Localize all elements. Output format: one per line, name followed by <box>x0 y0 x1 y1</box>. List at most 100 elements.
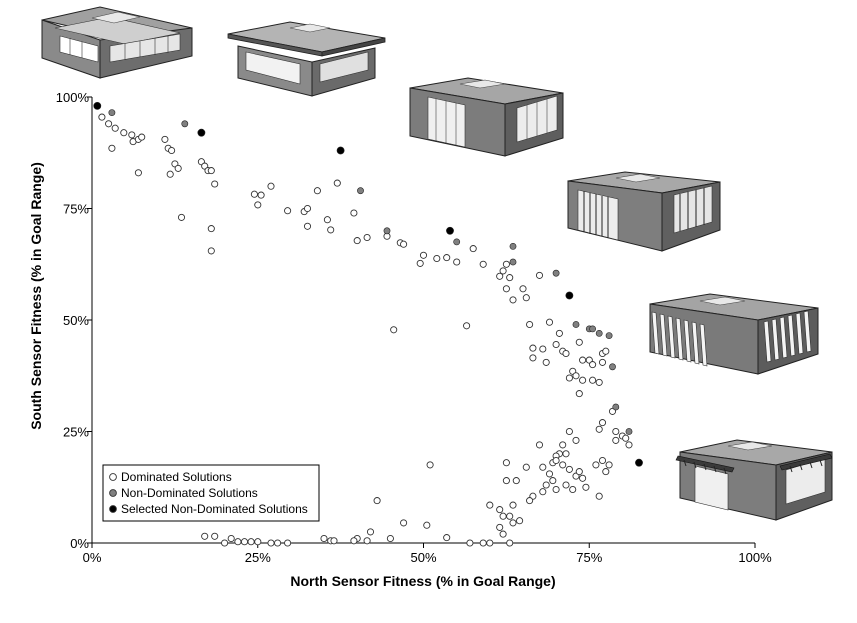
data-point <box>138 133 146 141</box>
data-point <box>463 322 471 330</box>
data-point <box>609 363 616 371</box>
data-point <box>516 517 524 525</box>
data-point <box>234 538 242 546</box>
data-point <box>323 216 331 224</box>
data-point <box>592 461 600 469</box>
data-point <box>400 240 408 248</box>
data-point <box>446 226 454 235</box>
data-point <box>416 259 424 267</box>
ticks: 0% 25% 50% 75% 100% 0% 25% 50% 75% 100% <box>56 90 772 565</box>
data-point <box>506 539 514 547</box>
data-point <box>284 207 292 215</box>
data-point <box>526 320 534 329</box>
data-point <box>612 427 620 436</box>
data-point <box>555 329 563 337</box>
data-point <box>469 245 477 253</box>
data-point <box>579 356 587 364</box>
data-point <box>207 247 215 255</box>
building-illustration-3 <box>409 77 564 157</box>
data-point <box>598 456 607 465</box>
data-point <box>357 187 364 195</box>
legend: Dominated Solutions Non-Dominated Solutio… <box>102 464 320 522</box>
data-point <box>363 537 371 545</box>
data-point <box>247 538 255 546</box>
data-point <box>509 296 517 304</box>
y-tick-label: 75% <box>63 202 89 217</box>
data-point <box>221 539 229 547</box>
data-point <box>559 461 567 469</box>
data-point <box>466 539 474 547</box>
data-point <box>519 285 527 293</box>
legend-label: Selected Non-Dominated Solutions <box>121 502 308 516</box>
data-point <box>496 523 504 531</box>
x-axis-title: North Sensor Fitness (% in Goal Range) <box>290 573 555 589</box>
data-point <box>542 358 550 366</box>
data-point <box>453 238 461 246</box>
data-point <box>313 187 321 195</box>
data-point <box>589 376 597 384</box>
data-point <box>612 403 620 411</box>
data-point <box>166 170 174 178</box>
data-point <box>211 532 219 540</box>
data-point <box>197 128 206 137</box>
data-point <box>161 135 169 143</box>
y-axis-title: South Sensor Fitness (% in Goal Range) <box>28 162 44 430</box>
data-point <box>509 242 517 250</box>
data-point <box>227 534 235 543</box>
data-point <box>181 120 189 128</box>
data-point <box>552 485 560 494</box>
data-point <box>383 227 391 235</box>
data-point <box>207 167 215 175</box>
series-1 <box>98 113 633 547</box>
data-point <box>595 378 603 386</box>
data-point <box>535 271 544 279</box>
x-tick-label: 25% <box>245 550 271 565</box>
data-point <box>254 538 262 546</box>
data-point <box>562 349 570 358</box>
building-illustration-5 <box>649 293 819 375</box>
data-point <box>605 461 613 469</box>
data-point <box>625 428 633 435</box>
data-point <box>93 102 102 110</box>
data-point <box>303 204 312 213</box>
data-point <box>635 458 643 467</box>
data-point <box>479 539 487 547</box>
data-point <box>363 233 371 242</box>
data-point <box>366 528 375 536</box>
legend-box <box>102 464 320 522</box>
x-tick-label: 75% <box>576 550 602 565</box>
data-point <box>128 131 136 139</box>
data-point <box>168 146 176 155</box>
data-point <box>575 338 583 346</box>
data-point <box>542 481 550 489</box>
data-point <box>589 325 596 333</box>
data-point <box>595 425 603 433</box>
data-point <box>353 237 361 245</box>
data-point <box>539 463 547 471</box>
building-illustration-4 <box>567 171 721 252</box>
data-point <box>526 497 534 505</box>
data-point <box>605 332 613 339</box>
data-point <box>506 512 514 520</box>
data-point <box>327 226 335 234</box>
data-point <box>336 146 345 155</box>
y-tick-label: 50% <box>63 313 89 328</box>
data-point <box>539 345 547 353</box>
building-illustrations <box>41 6 833 521</box>
data-point <box>426 461 434 469</box>
data-point <box>423 521 431 529</box>
data-point <box>509 258 517 266</box>
data-point <box>569 485 577 494</box>
x-tick-label: 100% <box>738 550 772 565</box>
data-point <box>284 539 292 547</box>
data-point <box>499 267 507 275</box>
data-point <box>509 519 517 527</box>
data-point <box>443 534 451 542</box>
legend-marker <box>109 489 117 497</box>
data-point <box>201 532 209 540</box>
data-point <box>453 258 461 266</box>
data-point <box>565 465 573 473</box>
data-point <box>549 477 557 485</box>
data-point <box>529 344 537 352</box>
